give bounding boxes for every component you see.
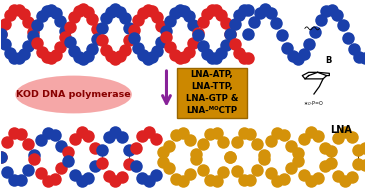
Ellipse shape (15, 76, 132, 113)
Text: $\ast_O$-P=O: $\ast_O$-P=O (303, 99, 324, 108)
Text: B: B (325, 56, 332, 65)
Text: LNA-ATP,
LNA-TTP,
LNA-GTP &
LNA-ᴹᴼCTP: LNA-ATP, LNA-TTP, LNA-GTP & LNA-ᴹᴼCTP (186, 70, 238, 115)
Text: KOD DNA polymerase: KOD DNA polymerase (16, 90, 131, 99)
Text: LNA: LNA (330, 125, 352, 135)
FancyBboxPatch shape (177, 68, 247, 118)
